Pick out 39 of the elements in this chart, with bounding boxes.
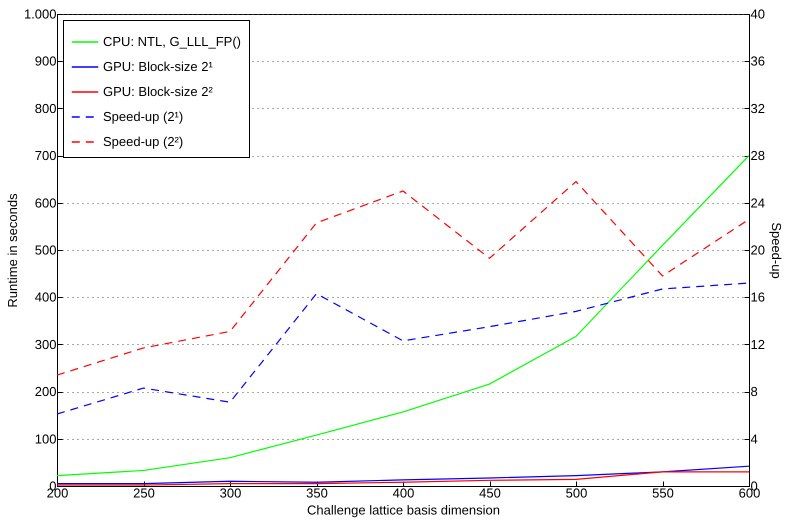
y2-axis-title: Speed-up bbox=[768, 222, 784, 279]
y-tick-label: 500 bbox=[34, 242, 56, 258]
y-tick-label: 600 bbox=[34, 195, 56, 210]
y2-tick-label: 32 bbox=[750, 100, 765, 116]
y2-tick-label: 20 bbox=[750, 242, 765, 258]
y-tick-label: 700 bbox=[34, 148, 56, 164]
y2-tick-label: 12 bbox=[750, 336, 765, 352]
y-tick-label: 100 bbox=[34, 431, 56, 446]
y-tick-label: 200 bbox=[34, 384, 56, 400]
legend-label: CPU: NTL, G_LLL_FP() bbox=[103, 34, 241, 49]
y-tick-label: 400 bbox=[34, 290, 56, 305]
line-series bbox=[57, 282, 749, 415]
legend-label: GPU: Block-size 2¹ bbox=[103, 59, 214, 74]
y2-tick-label: 8 bbox=[750, 384, 758, 400]
y2-tick-label: 4 bbox=[750, 431, 758, 446]
y2-tick-label: 40 bbox=[750, 6, 765, 22]
x-tick-label: 350 bbox=[306, 486, 328, 500]
line-series bbox=[57, 466, 749, 484]
y2-tick-label: 16 bbox=[750, 290, 765, 305]
y2-tick-label: 28 bbox=[750, 148, 765, 164]
y-tick-label: 900 bbox=[34, 54, 56, 69]
y-axis-title: Runtime in seconds bbox=[4, 192, 20, 308]
x-tick-label: 400 bbox=[392, 486, 414, 500]
y-tick-label: 1.000 bbox=[24, 6, 56, 22]
y2-tick-label: 24 bbox=[750, 195, 765, 210]
legend-label: GPU: Block-size 2² bbox=[103, 84, 214, 99]
x-tick-label: 450 bbox=[479, 486, 501, 500]
y-tick-label: 800 bbox=[34, 100, 56, 116]
legend-label: Speed-up (2²) bbox=[103, 134, 184, 149]
y-tick-label: 300 bbox=[34, 336, 56, 352]
x-tick-label: 500 bbox=[566, 486, 588, 500]
x-tick-label: 250 bbox=[133, 486, 155, 500]
line-series bbox=[57, 471, 749, 486]
x-tick-label: 300 bbox=[220, 486, 242, 500]
x-axis-title: Challenge lattice basis dimension bbox=[307, 502, 500, 518]
line-series bbox=[57, 155, 749, 476]
legend-label: Speed-up (2¹) bbox=[103, 109, 184, 124]
y2-tick-label: 36 bbox=[750, 54, 765, 69]
x-tick-label: 550 bbox=[652, 486, 674, 500]
